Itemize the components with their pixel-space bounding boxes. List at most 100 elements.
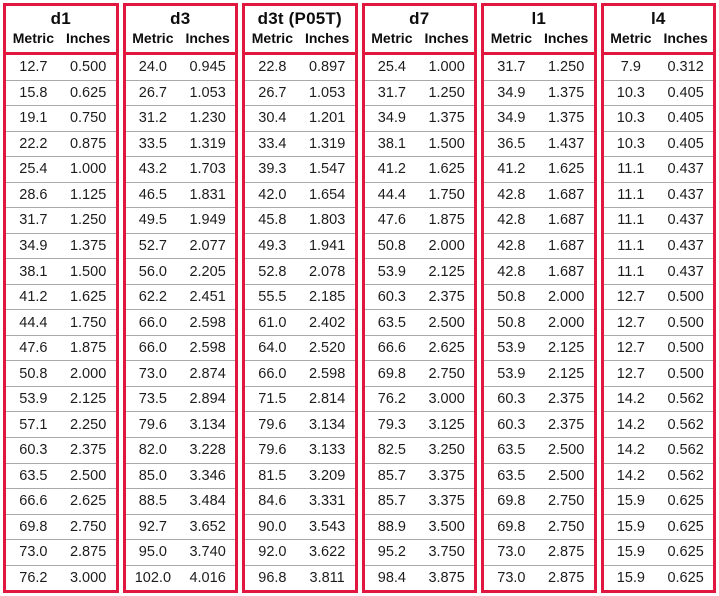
inches-value: 2.598 xyxy=(189,314,226,331)
metric-value: 57.1 xyxy=(19,416,48,433)
inches-value: 2.500 xyxy=(428,314,465,331)
inches-value: 2.625 xyxy=(428,340,465,357)
inches-value: 2.078 xyxy=(308,263,346,280)
table-row: 96.8 3.811 xyxy=(245,564,355,591)
inches-value: 2.125 xyxy=(547,340,585,357)
metric-value: 49.3 xyxy=(258,237,287,254)
metric-value: 49.5 xyxy=(138,212,167,229)
metric-value: 38.1 xyxy=(377,135,406,152)
table-row: 63.5 2.500 xyxy=(6,462,116,489)
metric-value: 73.0 xyxy=(138,365,167,382)
metric-value: 55.5 xyxy=(258,289,287,306)
table-row: 26.7 1.053 xyxy=(245,79,355,106)
column-group-body: 31.7 1.250 34.9 1.375 34.9 1.375 36.5 1.… xyxy=(484,55,594,590)
inches-value: 1.000 xyxy=(69,161,107,178)
table-row: 66.6 2.625 xyxy=(6,488,116,514)
metric-value: 92.7 xyxy=(138,518,167,535)
column-group-d3: d3 Metric Inches 24.0 0.945 26.7 1.053 3… xyxy=(122,3,238,593)
table-row: 60.3 2.375 xyxy=(364,283,474,310)
inches-value: 3.740 xyxy=(189,544,226,561)
metric-value: 11.1 xyxy=(617,237,645,254)
metric-value: 63.5 xyxy=(497,467,526,484)
inches-value: 2.500 xyxy=(547,467,585,484)
table-row: 41.2 1.625 xyxy=(6,283,116,310)
metric-value: 76.2 xyxy=(377,391,406,408)
metric-value: 90.0 xyxy=(258,518,287,535)
metric-value: 43.2 xyxy=(138,161,167,178)
table-row: 47.6 1.875 xyxy=(364,207,474,233)
inches-value: 3.209 xyxy=(308,467,346,484)
table-row: 36.5 1.437 xyxy=(484,130,594,157)
table-row: 88.9 3.500 xyxy=(364,513,474,540)
group-title: l4 xyxy=(650,9,666,28)
metric-value: 31.2 xyxy=(138,110,167,127)
table-row: 31.2 1.230 xyxy=(125,105,235,131)
metric-value: 69.8 xyxy=(497,493,526,510)
group-title: d7 xyxy=(409,9,430,28)
metric-value: 69.8 xyxy=(377,365,406,382)
inches-value: 2.520 xyxy=(308,340,346,357)
metric-value: 47.6 xyxy=(377,212,406,229)
inches-value: 0.625 xyxy=(667,544,704,561)
inches-value: 1.949 xyxy=(189,212,226,229)
metric-value: 15.8 xyxy=(19,84,48,101)
metric-value: 71.5 xyxy=(258,391,287,408)
inches-value: 1.437 xyxy=(547,135,585,152)
inches-value: 1.875 xyxy=(69,340,107,357)
metric-value: 46.5 xyxy=(138,186,167,203)
metric-value: 73.0 xyxy=(497,569,526,586)
inches-value: 3.133 xyxy=(308,442,346,459)
inches-column-header: Inches xyxy=(65,30,111,46)
metric-value: 7.9 xyxy=(620,59,641,76)
metric-value: 26.7 xyxy=(138,84,167,101)
table-row: 45.8 1.803 xyxy=(245,207,355,233)
metric-value: 53.9 xyxy=(497,365,526,382)
metric-value: 30.4 xyxy=(258,110,287,127)
inches-value: 3.484 xyxy=(189,493,226,510)
metric-value: 34.9 xyxy=(377,110,406,127)
group-title: d3t (P05T) xyxy=(257,9,342,28)
unit-subheader: Metric Inches xyxy=(245,29,355,52)
inches-column-header: Inches xyxy=(185,30,230,46)
table-row: 34.9 1.375 xyxy=(484,79,594,106)
inches-value: 0.897 xyxy=(308,59,346,76)
metric-value: 62.2 xyxy=(138,289,167,306)
inches-value: 0.500 xyxy=(667,365,704,382)
table-row: 49.3 1.941 xyxy=(245,232,355,259)
table-row: 14.2 0.562 xyxy=(603,436,713,463)
table-row: 11.1 0.437 xyxy=(603,258,713,284)
metric-column-header: Metric xyxy=(490,30,532,46)
table-row: 25.4 1.000 xyxy=(6,156,116,182)
inches-value: 0.437 xyxy=(667,161,704,178)
table-row: 34.9 1.375 xyxy=(484,105,594,131)
inches-value: 1.375 xyxy=(547,84,585,101)
metric-value: 88.9 xyxy=(377,518,406,535)
inches-column-header: Inches xyxy=(424,30,469,46)
metric-value: 96.8 xyxy=(258,569,287,586)
table-row: 76.2 3.000 xyxy=(364,385,474,412)
metric-value: 38.1 xyxy=(19,263,48,280)
inches-value: 2.625 xyxy=(69,493,107,510)
column-group-header: d3 Metric Inches xyxy=(125,6,235,55)
table-row: 49.5 1.949 xyxy=(125,207,235,233)
table-row: 14.2 0.562 xyxy=(603,462,713,489)
inches-value: 3.750 xyxy=(428,544,465,561)
metric-value: 44.4 xyxy=(377,186,406,203)
table-row: 19.1 0.750 xyxy=(6,105,116,131)
table-row: 31.7 1.250 xyxy=(484,55,594,80)
metric-value: 63.5 xyxy=(19,467,48,484)
table-row: 15.9 0.625 xyxy=(603,564,713,591)
inches-value: 4.016 xyxy=(189,569,226,586)
unit-subheader: Metric Inches xyxy=(365,29,475,52)
table-row: 56.0 2.205 xyxy=(125,258,235,284)
table-row: 10.3 0.405 xyxy=(603,130,713,157)
inches-value: 2.451 xyxy=(189,289,226,306)
metric-value: 76.2 xyxy=(19,569,48,586)
table-row: 7.9 0.312 xyxy=(604,55,714,80)
inches-value: 1.230 xyxy=(189,110,226,127)
metric-value: 39.3 xyxy=(258,161,287,178)
table-row: 22.8 0.897 xyxy=(245,55,355,80)
metric-value: 10.3 xyxy=(616,84,645,101)
metric-value: 63.5 xyxy=(497,442,526,459)
metric-value: 22.8 xyxy=(258,59,287,76)
